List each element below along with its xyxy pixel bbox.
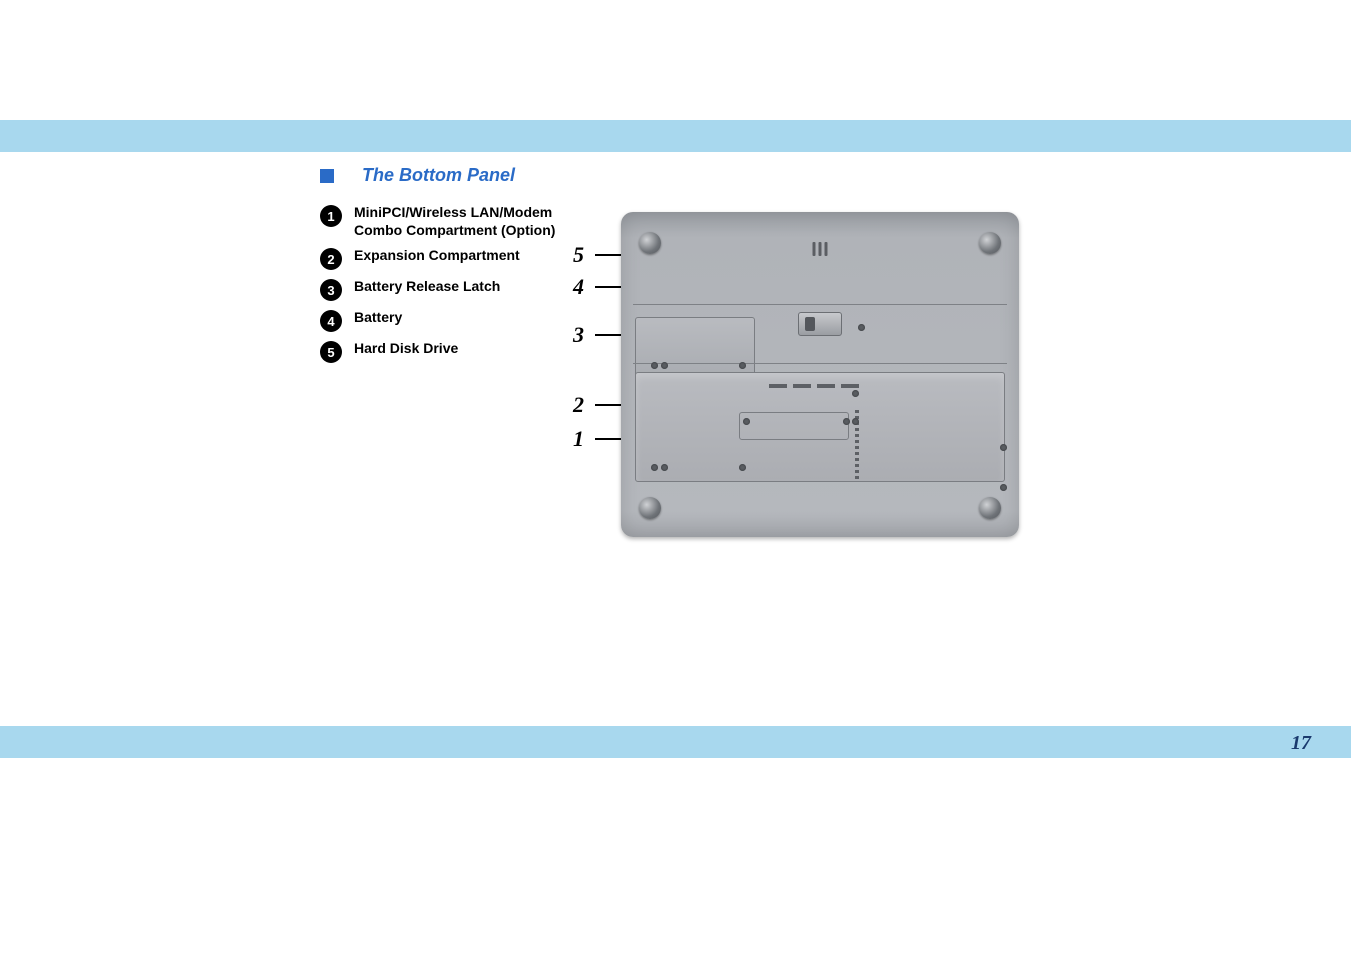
rubber-foot-icon	[979, 232, 1001, 254]
section-bullet-icon	[320, 169, 334, 183]
screw-icon	[852, 418, 859, 425]
screw-icon	[1000, 444, 1007, 451]
callout-number: 4	[573, 274, 584, 300]
rubber-foot-icon	[979, 497, 1001, 519]
callout-number: 3	[573, 322, 584, 348]
legend-item: 5 Hard Disk Drive	[320, 340, 560, 363]
legend-item: 2 Expansion Compartment	[320, 247, 560, 270]
callout-number: 5	[573, 242, 584, 268]
screw-icon	[661, 362, 668, 369]
callout-number: 2	[573, 392, 584, 418]
screw-icon	[1000, 484, 1007, 491]
rubber-foot-icon	[639, 232, 661, 254]
rubber-foot-icon	[639, 497, 661, 519]
screw-icon	[852, 390, 859, 397]
screw-icon	[651, 362, 658, 369]
page-number: 17	[1291, 732, 1311, 755]
screw-icon	[739, 464, 746, 471]
legend-badge: 4	[320, 310, 342, 332]
screw-icon	[739, 362, 746, 369]
legend-label: MiniPCI/Wireless LAN/Modem Combo Compart…	[354, 204, 560, 239]
header-bar	[0, 120, 1351, 152]
screw-icon	[743, 418, 750, 425]
legend-label: Hard Disk Drive	[354, 340, 458, 358]
section-title: The Bottom Panel	[362, 165, 515, 186]
screw-icon	[661, 464, 668, 471]
legend-label: Expansion Compartment	[354, 247, 520, 265]
laptop-bottom-diagram: 5 4 3 2 1	[565, 212, 1065, 572]
section-header: The Bottom Panel	[320, 165, 1040, 186]
callout-number: 1	[573, 426, 584, 452]
legend-label: Battery Release Latch	[354, 278, 500, 296]
slot-icon	[769, 384, 859, 388]
screw-icon	[651, 464, 658, 471]
footer-bar: 17	[0, 726, 1351, 758]
laptop-chassis	[621, 212, 1019, 537]
legend-badge: 3	[320, 279, 342, 301]
screw-icon	[843, 418, 850, 425]
legend-label: Battery	[354, 309, 402, 327]
legend-item: 1 MiniPCI/Wireless LAN/Modem Combo Compa…	[320, 204, 560, 239]
battery-latch-icon	[798, 312, 842, 336]
screw-icon	[858, 324, 865, 331]
minipci-panel	[739, 412, 849, 440]
legend-badge: 2	[320, 248, 342, 270]
legend-badge: 5	[320, 341, 342, 363]
legend-item: 3 Battery Release Latch	[320, 278, 560, 301]
legend-badge: 1	[320, 205, 342, 227]
vent-icon	[813, 242, 828, 256]
legend-item: 4 Battery	[320, 309, 560, 332]
